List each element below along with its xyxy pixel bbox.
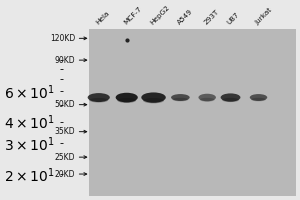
Ellipse shape	[141, 92, 166, 103]
Ellipse shape	[220, 93, 240, 102]
Text: 90KD: 90KD	[55, 56, 75, 65]
Text: Hela: Hela	[94, 10, 110, 26]
Ellipse shape	[89, 98, 108, 103]
Text: 20KD: 20KD	[55, 170, 75, 179]
Text: 293T: 293T	[203, 9, 220, 26]
Ellipse shape	[171, 94, 190, 101]
Ellipse shape	[116, 93, 138, 102]
Text: HepG2: HepG2	[149, 4, 171, 26]
Text: A549: A549	[176, 8, 194, 26]
Ellipse shape	[198, 94, 216, 101]
Ellipse shape	[200, 98, 214, 102]
Text: 50KD: 50KD	[55, 100, 75, 109]
Ellipse shape	[143, 98, 164, 103]
Ellipse shape	[250, 94, 267, 101]
Text: MCF-7: MCF-7	[122, 5, 143, 26]
Text: U87: U87	[226, 11, 241, 26]
Text: 25KD: 25KD	[55, 153, 75, 162]
Text: Jurkat: Jurkat	[254, 7, 273, 26]
Text: 35KD: 35KD	[55, 127, 75, 136]
Ellipse shape	[172, 98, 188, 101]
Text: 120KD: 120KD	[50, 34, 75, 43]
Ellipse shape	[222, 98, 239, 102]
Bar	[89, 29, 296, 196]
Ellipse shape	[117, 98, 136, 103]
Ellipse shape	[88, 93, 110, 102]
Ellipse shape	[251, 98, 266, 101]
